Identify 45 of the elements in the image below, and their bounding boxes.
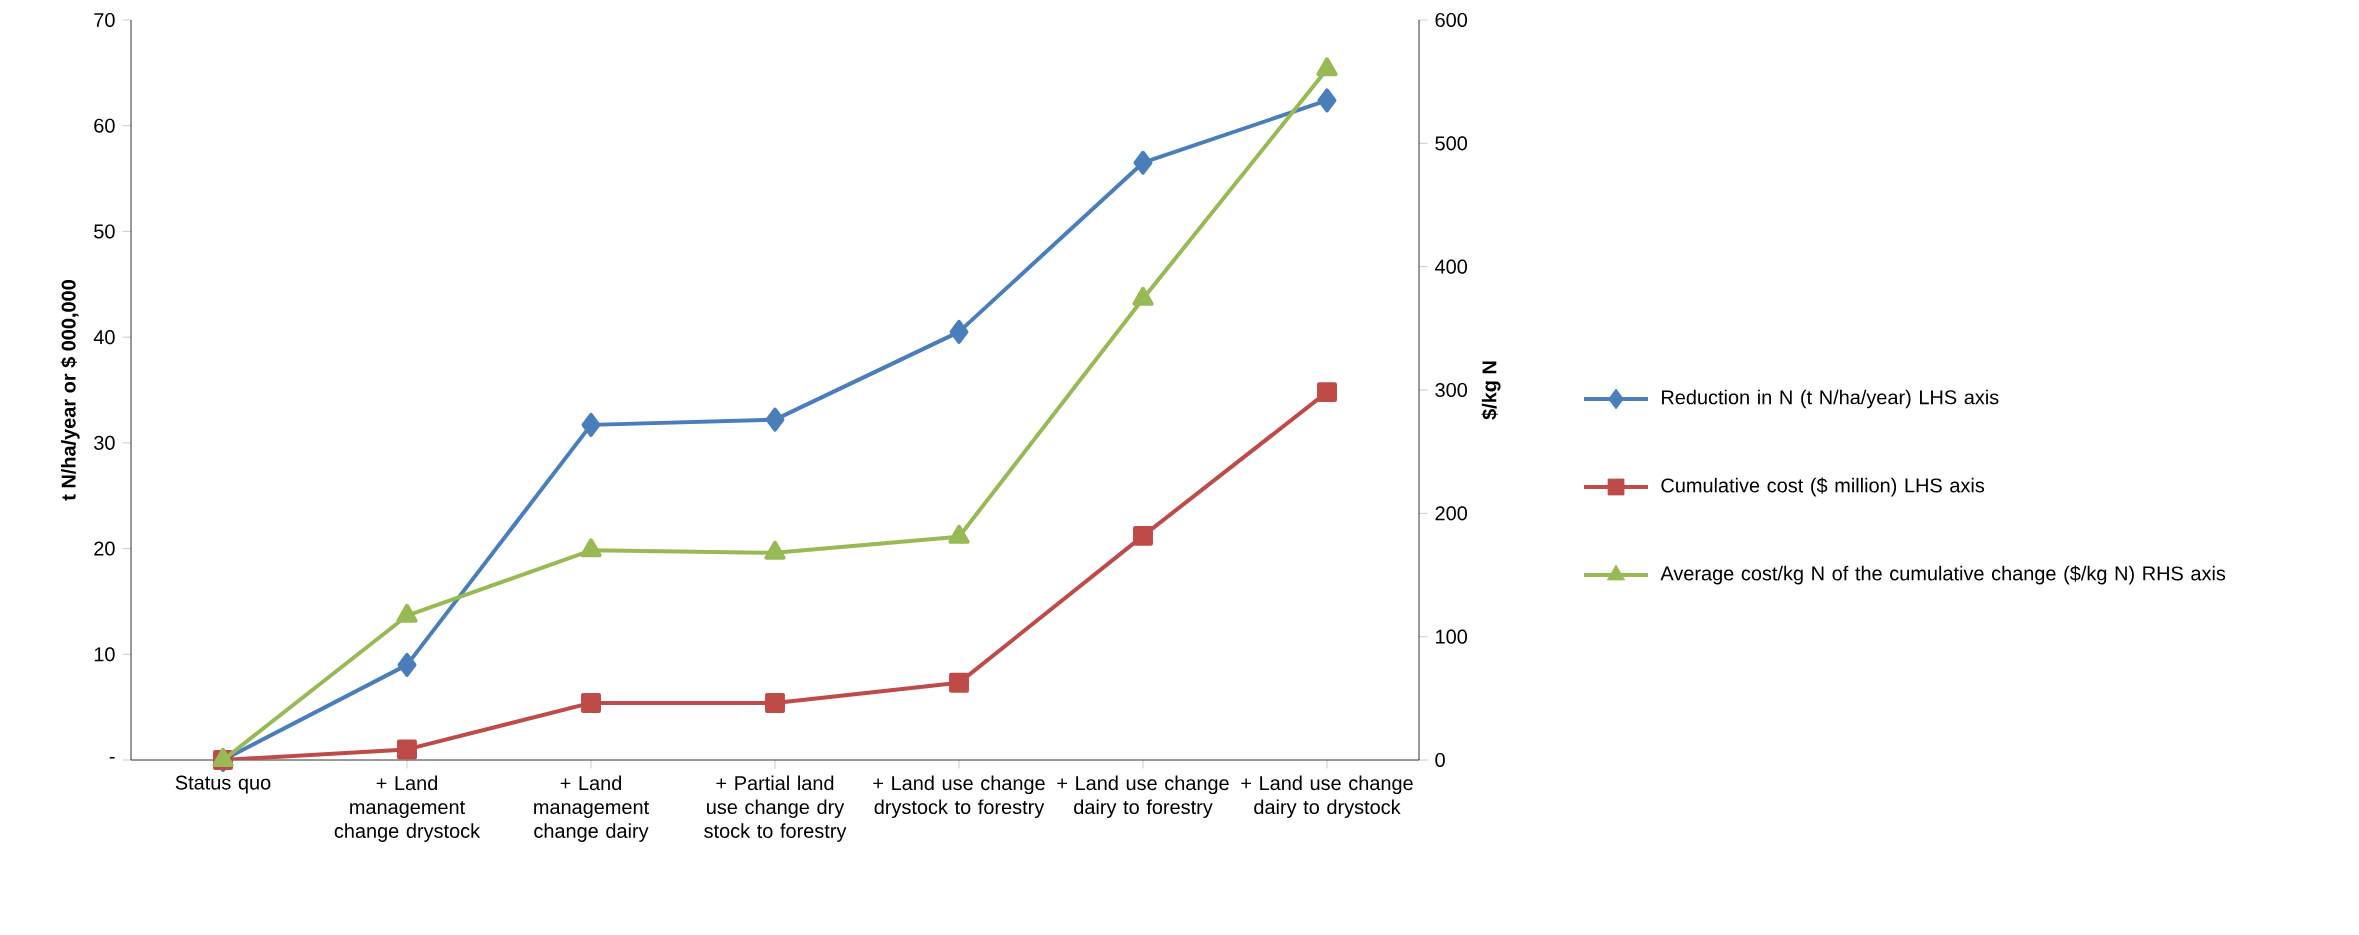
x-tick-label: + Land use change dairy to forestry: [1057, 775, 1229, 819]
y-tick-label: 20: [94, 541, 115, 556]
y-tick-label: 30: [94, 435, 115, 450]
point: [1316, 57, 1338, 77]
point: [1132, 286, 1154, 306]
legend-label: Cumulative cost ($ million) LHS axis: [1661, 477, 1985, 497]
y-tick-label: 70: [94, 12, 115, 28]
point: [948, 524, 970, 544]
point: [580, 538, 602, 558]
point: [396, 603, 418, 623]
y2-tick-label: 400: [1435, 259, 1468, 274]
point: [397, 739, 417, 760]
point: [581, 692, 601, 713]
x-tick-label: + Land use change drystock to forestry: [873, 775, 1045, 819]
x-tick-label: + Land management change drystock: [334, 775, 481, 842]
y2-tick-label: 300: [1435, 382, 1468, 398]
point: [581, 412, 601, 437]
point: [1133, 150, 1153, 175]
x-tick-label: + Land management change dairy: [534, 775, 649, 842]
x-tick-label: + Partial land use change dry stock to forestry: [704, 775, 847, 842]
y2-tick-label: 500: [1435, 136, 1468, 151]
y2-tick-label: 0: [1435, 752, 1445, 768]
point: [764, 540, 786, 560]
y2-tick-label: 200: [1435, 506, 1468, 521]
x-tick-label: Status quo: [175, 775, 271, 794]
point: [949, 319, 969, 344]
y2-tick-label: 100: [1436, 629, 1468, 644]
point: [765, 692, 785, 713]
y-tick-label: 50: [94, 224, 115, 239]
x-tick-label: + Land use change dairy to drystock: [1241, 775, 1413, 819]
y2-axis-title: $/kg N: [1481, 361, 1501, 420]
legend-label: Reduction in N (t N/ha/year) LHS axis: [1662, 389, 1999, 409]
point: [949, 672, 969, 693]
y2-tick-label: 600: [1435, 12, 1468, 28]
y-tick-label: 40: [93, 330, 115, 345]
legend-label: Average cost/kg N of the cumulative change ($/kg N) RHS axis: [1660, 565, 2226, 585]
y-tick-label: -: [109, 756, 115, 759]
point: [397, 652, 417, 677]
y-tick-label: 10: [94, 647, 115, 662]
point: [1317, 382, 1337, 403]
y-axis-title: t N/ha/year or $ 000,000: [60, 280, 80, 501]
point: [1133, 525, 1153, 546]
point: [765, 407, 785, 432]
point: [1317, 88, 1337, 113]
y-tick-label: 60: [94, 118, 115, 133]
